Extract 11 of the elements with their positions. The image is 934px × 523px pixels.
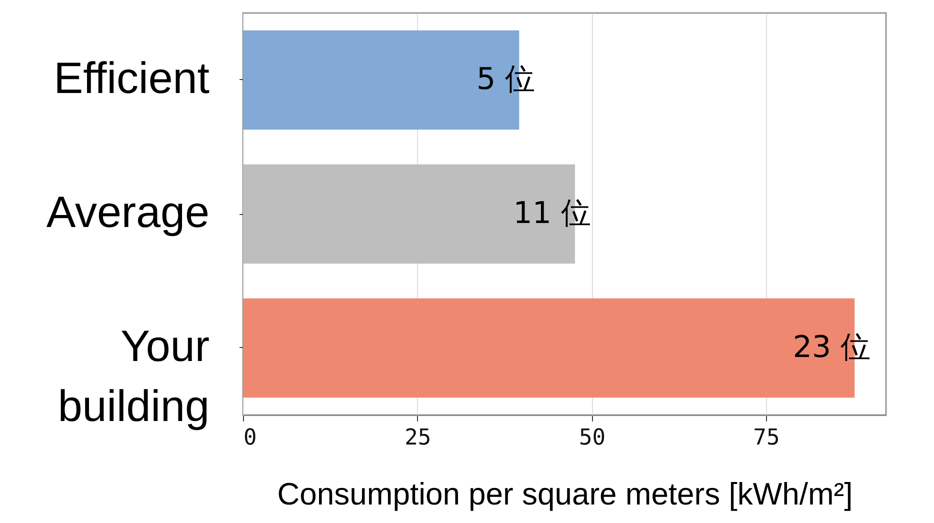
annotation: 23 位: [792, 330, 871, 365]
y-tick-label: Efficient: [54, 54, 210, 103]
x-tick-label: 0: [244, 426, 257, 450]
annotation: 11 位: [513, 196, 591, 231]
annotation: 5 位: [476, 62, 536, 97]
x-tick-label: 25: [404, 426, 432, 450]
y-tick-label: Your building: [58, 322, 210, 431]
x-axis-title: Consumption per square meters [kWh/m²]: [277, 476, 853, 512]
x-tick-label: 75: [753, 426, 780, 450]
x-tick-label: 50: [578, 426, 606, 450]
y-tick-label: Average: [46, 188, 210, 237]
